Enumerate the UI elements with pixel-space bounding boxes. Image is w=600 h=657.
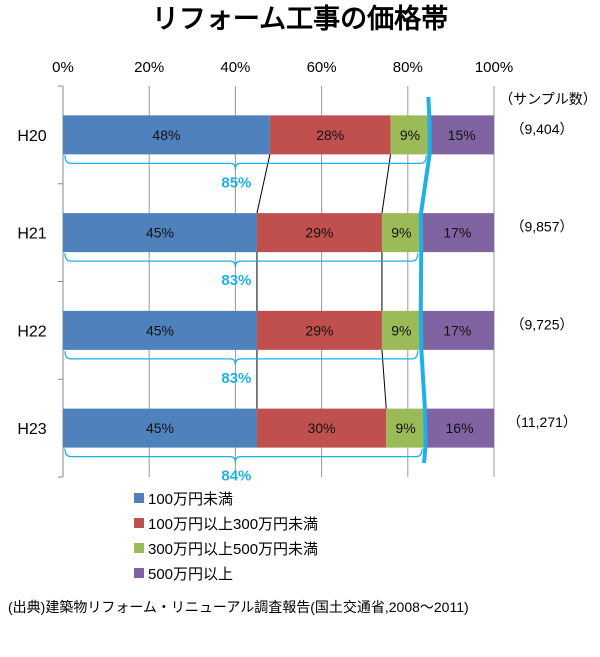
data-label: 45% [146,225,174,241]
data-label: 45% [146,420,174,436]
bar-segment [420,213,494,253]
bar-segment [429,115,494,155]
under-5m-total-label: 83% [221,370,251,387]
bar-segment [420,310,494,350]
sample-size: （9,857） [510,219,573,235]
under-5m-total-label: 83% [221,272,251,289]
data-label: 17% [443,322,471,338]
bar-segment [63,115,270,155]
data-label: 29% [305,225,333,241]
data-label: 16% [446,420,474,436]
under-5m-total-label: 85% [221,174,251,191]
bar-segment [269,115,391,155]
bar-segment [425,408,494,448]
category-label: H20 [17,128,46,145]
bar-segment [386,408,426,448]
bar-segment [256,213,382,253]
data-label: 48% [152,127,180,143]
legend-swatch [134,543,144,553]
x-tick-label: 40% [220,59,250,76]
legend-swatch [134,493,144,503]
data-label: 29% [305,322,333,338]
legend-label: 100万円以上300万円未満 [148,516,318,533]
x-tick-label: 100% [475,59,513,76]
chart-title: リフォーム工事の価格帯 [152,3,448,34]
brace [64,155,427,170]
series-connector-line [381,154,392,214]
bar-segment [256,408,387,448]
brace [64,253,419,268]
under-5m-total-label: 84% [221,468,251,485]
data-label: 9% [396,420,416,436]
bar-segment [381,310,421,350]
legend-label: 500万円以上 [148,566,233,583]
legend-swatch [134,518,144,528]
legend-label: 300万円以上500万円未満 [148,541,318,558]
sample-size: （9,725） [510,316,573,332]
data-label: 17% [443,225,471,241]
data-label: 28% [316,127,344,143]
bar-segment [381,213,421,253]
sample-size: （11,271） [507,414,577,430]
bar-segment [256,310,382,350]
data-label: 30% [308,420,336,436]
source-note: (出典)建築物リフォーム・リニューアル調査報告(国土交通省,2008〜2011) [8,599,469,615]
category-label: H23 [17,421,46,438]
series-connector-line [381,349,387,409]
brace [64,350,419,365]
bar-segment [390,115,430,155]
series-connector-line [256,154,271,214]
under-5m-boundary-line [418,96,432,464]
x-tick-label: 0% [52,59,74,76]
x-tick-label: 80% [393,59,423,76]
data-label: 9% [391,322,411,338]
bar-segment [63,213,257,253]
legend-label: 100万円未満 [148,491,233,508]
x-tick-label: 20% [134,59,164,76]
data-label: 9% [400,127,420,143]
brace [64,448,423,463]
bar-segment [63,408,257,448]
sample-size-header: （サンプル数） [499,91,597,107]
data-label: 15% [448,127,476,143]
sample-size: （9,404） [510,121,573,137]
data-label: 45% [146,322,174,338]
category-label: H21 [17,226,46,243]
data-label: 9% [391,225,411,241]
x-tick-label: 60% [307,59,337,76]
bar-segment [63,310,257,350]
category-label: H22 [17,323,46,340]
legend-swatch [134,568,144,578]
